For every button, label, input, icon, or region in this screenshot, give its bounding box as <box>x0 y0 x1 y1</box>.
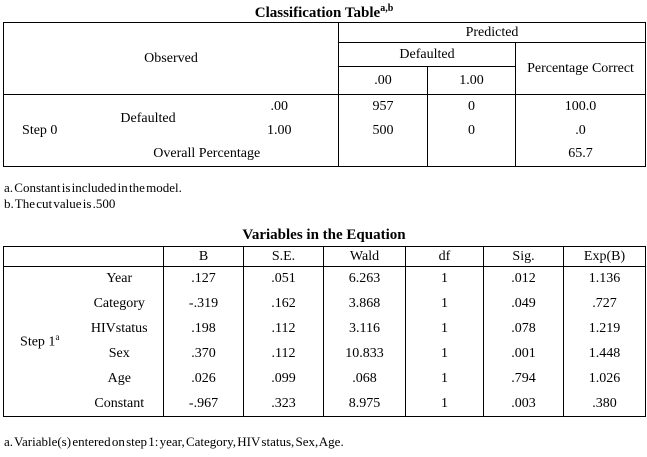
cell-year-se: .051 <box>243 266 324 292</box>
cell-hivstatus-b: .198 <box>163 316 244 342</box>
corner-empty-cell <box>3 246 164 267</box>
cell-constant-sig: .003 <box>483 391 564 417</box>
cell-row100-pct: .0 <box>575 122 586 138</box>
cell-age-sig: .794 <box>483 366 564 392</box>
var-label-sex: Sex <box>75 341 164 367</box>
cell-constant-expb: .380 <box>592 395 617 411</box>
cell-overall-pct: 65.7 <box>568 146 593 162</box>
cell-row00-pct: 100.0 <box>564 98 597 114</box>
classification-table: Observed Predicted Defaulted Percentage … <box>3 22 647 167</box>
cell-hivstatus-expb: 1.219 <box>588 321 621 336</box>
cell-sex-se: .112 <box>243 341 324 367</box>
variables-table-title: Variables in the Equation <box>242 227 406 243</box>
table-row: Constant -.967 .323 8.975 1 .003 .380 <box>4 391 646 417</box>
table-row: HIVstatus .198 .112 3.116 1 .078 1.219 <box>4 316 646 342</box>
col-header-wald: Wald <box>323 246 406 267</box>
step1-label: Step 1a <box>4 267 76 417</box>
cell-year-df: 1 <box>405 266 484 292</box>
classification-table-footnotes: a. Constant is included in the model. b.… <box>4 180 182 212</box>
col-header-b: B <box>163 246 244 267</box>
cell-row100-pred100: 0 <box>427 118 516 143</box>
col-header-df: df <box>405 246 484 267</box>
var-label-year: Year <box>75 266 164 292</box>
cell-sex-wald: 10.833 <box>323 341 406 367</box>
col-00-header: .00 <box>338 66 428 95</box>
classification-table-title: Classification Tablea,b <box>3 0 645 22</box>
cell-sex-expb: 1.448 <box>588 346 621 361</box>
step1-label-text: Step 1 <box>20 334 56 350</box>
cell-constant-b: -.967 <box>163 391 244 417</box>
cell-age-b: .026 <box>163 366 244 392</box>
cell-hivstatus-df: 1 <box>405 316 484 342</box>
row-100-label: 1.00 <box>220 118 339 143</box>
classification-title-text: Classification Table <box>254 5 381 21</box>
table-row: Age .026 .099 .068 1 .794 1.026 <box>4 366 646 392</box>
defaulted-row-group-label: Defaulted <box>120 110 176 126</box>
predicted-header: Predicted <box>338 22 646 43</box>
classification-title-superscript: a,b <box>380 3 394 14</box>
cell-year-expb: 1.136 <box>588 271 621 287</box>
table-row: 1.00 500 0 .0 <box>4 118 646 143</box>
cell-row100-pred00: 500 <box>338 118 428 143</box>
step0-label: Step 0 <box>22 122 58 138</box>
cell-hivstatus-se: .112 <box>243 316 324 342</box>
col-header-sig: Sig. <box>483 246 564 267</box>
cell-age-se: .099 <box>243 366 324 392</box>
step1-superscript: a <box>55 332 60 343</box>
footnote-b: b. The cut value is .500 <box>4 196 116 211</box>
cell-row00-pred100: 0 <box>427 94 516 119</box>
cell-constant-wald: 8.975 <box>323 391 406 417</box>
table-row: Observed Predicted <box>3 22 646 95</box>
percentage-correct-header: Percentage Correct <box>515 42 646 95</box>
var-label-constant: Constant <box>75 391 164 417</box>
table-row: Step 0 Defaulted .00 957 0 100.0 <box>4 94 646 138</box>
cell-hivstatus-wald: 3.116 <box>323 316 406 342</box>
cell-category-expb: .727 <box>592 296 617 311</box>
cell-sex-sig: .001 <box>483 341 564 367</box>
cell-constant-df: 1 <box>405 391 484 417</box>
cell-age-df: 1 <box>405 366 484 392</box>
overall-percentage-label: Overall Percentage <box>75 142 339 167</box>
table-row: Overall Percentage 65.7 <box>4 142 646 167</box>
footnote-a: a. Constant is included in the model. <box>4 180 182 195</box>
variables-in-equation-table: B S.E. Wald df Sig. Exp(B) Step 1a Year … <box>3 246 646 417</box>
table-row: Sex .370 .112 10.833 1 .001 1.448 <box>4 341 646 367</box>
col-100-header: 1.00 <box>427 66 516 95</box>
cell-year-wald: 6.263 <box>323 266 406 292</box>
cell-constant-se: .323 <box>243 391 324 417</box>
cell-year-sig: .012 <box>483 266 564 292</box>
table-row: Step 1a Year .127 .051 6.263 1 .012 1.13… <box>4 266 646 350</box>
cell-sex-df: 1 <box>405 341 484 367</box>
cell-category-b: -.319 <box>163 291 244 317</box>
col-header-expb: Exp(B) <box>563 246 646 267</box>
variables-table-footnote: a. Variable(s) entered on step 1: year, … <box>4 434 344 450</box>
table-row: Category -.319 .162 3.868 1 .049 .727 <box>4 291 646 317</box>
cell-age-wald: .068 <box>323 366 406 392</box>
cell-empty <box>338 142 428 167</box>
cell-sex-b: .370 <box>163 341 244 367</box>
cell-category-wald: 3.868 <box>323 291 406 317</box>
var-label-age: Age <box>75 366 164 392</box>
observed-header: Observed <box>3 22 339 95</box>
cell-empty <box>427 142 516 167</box>
table-row: B S.E. Wald df Sig. Exp(B) <box>3 246 646 267</box>
table-row: .00 1.00 <box>4 66 646 95</box>
var-label-hivstatus: HIVstatus <box>75 316 164 342</box>
row-00-label: .00 <box>220 94 339 119</box>
cell-category-df: 1 <box>405 291 484 317</box>
defaulted-header: Defaulted <box>338 42 516 67</box>
cell-category-sig: .049 <box>483 291 564 317</box>
cell-year-b: .127 <box>163 266 244 292</box>
var-label-category: Category <box>75 291 164 317</box>
table-row: Defaulted Percentage Correct <box>4 42 646 95</box>
cell-category-se: .162 <box>243 291 324 317</box>
cell-row00-pred00: 957 <box>338 94 428 119</box>
col-header-se: S.E. <box>243 246 324 267</box>
cell-hivstatus-sig: .078 <box>483 316 564 342</box>
footnote-a2: a. Variable(s) entered on step 1: year, … <box>4 434 344 449</box>
cell-age-expb: 1.026 <box>588 371 621 386</box>
